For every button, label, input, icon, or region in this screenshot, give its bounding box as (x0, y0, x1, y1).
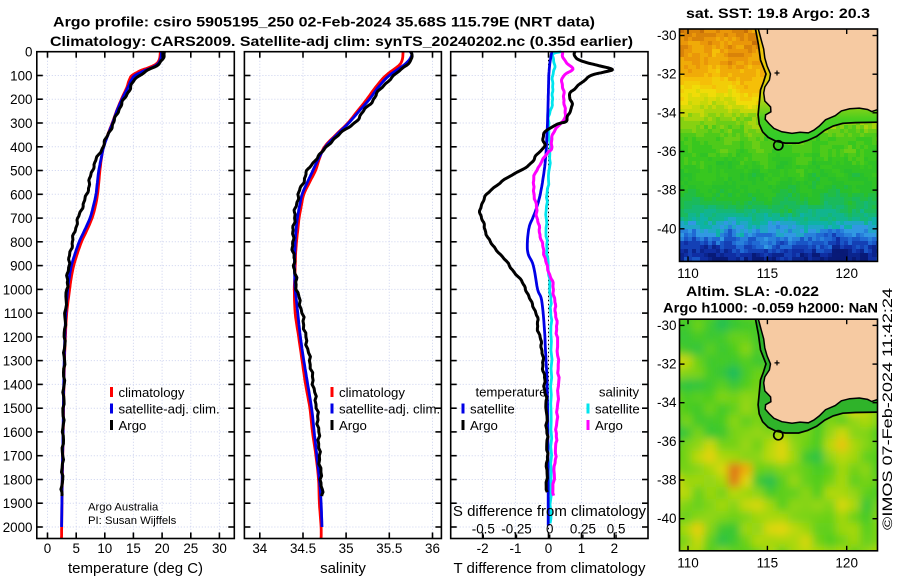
svg-text:110: 110 (677, 555, 699, 570)
svg-text:1800: 1800 (3, 473, 33, 488)
svg-text:0.25: 0.25 (570, 522, 596, 537)
svg-text:-34: -34 (657, 105, 677, 120)
svg-text:1000: 1000 (3, 282, 33, 297)
svg-text:Climatology: CARS2009. Satelli: Climatology: CARS2009. Satellite-adj cli… (50, 34, 633, 49)
svg-text:climatology: climatology (119, 385, 185, 400)
svg-text:1100: 1100 (4, 306, 33, 321)
svg-text:34: 34 (252, 541, 267, 556)
svg-text:5: 5 (72, 541, 79, 556)
svg-text:100: 100 (10, 69, 32, 84)
svg-text:34.5: 34.5 (290, 541, 316, 556)
svg-text:Altim. SLA: -0.022: Altim. SLA: -0.022 (686, 284, 819, 299)
svg-text:36: 36 (425, 541, 440, 556)
svg-text:0: 0 (545, 541, 552, 556)
svg-text:30: 30 (212, 541, 227, 556)
svg-text:25: 25 (183, 541, 198, 556)
svg-text:sat. SST: 19.8 Argo: 20.3: sat. SST: 19.8 Argo: 20.3 (686, 6, 871, 21)
svg-text:0: 0 (25, 45, 32, 60)
svg-text:-36: -36 (657, 144, 677, 159)
svg-text:400: 400 (10, 140, 32, 155)
svg-text:120: 120 (835, 266, 858, 281)
svg-text:-32: -32 (657, 67, 677, 82)
svg-text:1: 1 (578, 541, 585, 556)
svg-text:900: 900 (10, 259, 32, 274)
svg-text:120: 120 (835, 555, 858, 570)
svg-text:Argo h1000: -0.059 h2000: NaN: Argo h1000: -0.059 h2000: NaN (663, 301, 878, 316)
svg-text:2000: 2000 (3, 520, 33, 535)
svg-text:temperature (deg C): temperature (deg C) (68, 560, 203, 577)
svg-text:1900: 1900 (3, 496, 33, 511)
svg-text:S difference from climatology: S difference from climatology (453, 503, 647, 520)
svg-text:satellite-adj. clim.: satellite-adj. clim. (119, 402, 220, 417)
svg-text:-40: -40 (657, 511, 677, 526)
svg-text:700: 700 (10, 211, 32, 226)
svg-text:T difference from climatology: T difference from climatology (453, 560, 646, 577)
svg-text:©IMOS 07-Feb-2024 11:42:24: ©IMOS 07-Feb-2024 11:42:24 (880, 288, 895, 530)
svg-text:0.5: 0.5 (607, 522, 626, 537)
svg-text:0: 0 (44, 541, 51, 556)
svg-text:-36: -36 (657, 434, 677, 449)
svg-text:Argo Australia: Argo Australia (88, 502, 159, 514)
svg-text:satellite: satellite (595, 402, 640, 417)
svg-text:-2: -2 (477, 541, 489, 556)
svg-text:1500: 1500 (3, 401, 33, 416)
svg-text:-0.25: -0.25 (501, 522, 532, 537)
svg-text:115: 115 (757, 266, 779, 281)
svg-text:-40: -40 (657, 221, 677, 236)
svg-text:Argo: Argo (119, 418, 147, 433)
svg-text:Argo profile: csiro 5905195_25: Argo profile: csiro 5905195_250 02-Feb-2… (53, 15, 595, 30)
svg-text:1200: 1200 (3, 330, 33, 345)
svg-text:-0.5: -0.5 (472, 522, 495, 537)
svg-text:salinity: salinity (599, 385, 640, 400)
svg-text:-34: -34 (657, 395, 677, 410)
svg-text:Argo: Argo (339, 418, 367, 433)
svg-text:110: 110 (677, 266, 699, 281)
svg-text:-30: -30 (657, 318, 677, 333)
svg-text:-30: -30 (657, 28, 677, 43)
svg-text:1600: 1600 (3, 425, 33, 440)
svg-text:35: 35 (339, 541, 354, 556)
svg-text:800: 800 (10, 235, 32, 250)
svg-text:PI: Susan Wijffels: PI: Susan Wijffels (88, 515, 177, 527)
svg-text:-32: -32 (657, 357, 677, 372)
svg-text:115: 115 (757, 555, 779, 570)
svg-text:2: 2 (611, 541, 618, 556)
svg-text:Argo: Argo (470, 418, 498, 433)
svg-text:20: 20 (155, 541, 170, 556)
svg-text:1400: 1400 (3, 377, 33, 392)
svg-text:climatology: climatology (339, 385, 405, 400)
svg-text:satellite: satellite (470, 402, 515, 417)
svg-text:temperature: temperature (475, 385, 546, 400)
svg-text:600: 600 (10, 187, 32, 202)
svg-text:300: 300 (10, 116, 32, 131)
svg-text:35.5: 35.5 (376, 541, 402, 556)
svg-text:Argo: Argo (595, 418, 623, 433)
svg-text:1300: 1300 (3, 354, 33, 369)
svg-text:satellite-adj. clim.: satellite-adj. clim. (339, 402, 440, 417)
svg-text:salinity: salinity (320, 560, 366, 577)
svg-text:500: 500 (10, 164, 32, 179)
svg-text:-38: -38 (657, 183, 677, 198)
svg-text:10: 10 (97, 541, 112, 556)
svg-text:1700: 1700 (3, 449, 33, 464)
svg-text:-1: -1 (510, 541, 522, 556)
svg-text:200: 200 (10, 92, 32, 107)
svg-text:-38: -38 (657, 473, 677, 488)
svg-text:0: 0 (546, 522, 553, 537)
svg-text:15: 15 (126, 541, 141, 556)
